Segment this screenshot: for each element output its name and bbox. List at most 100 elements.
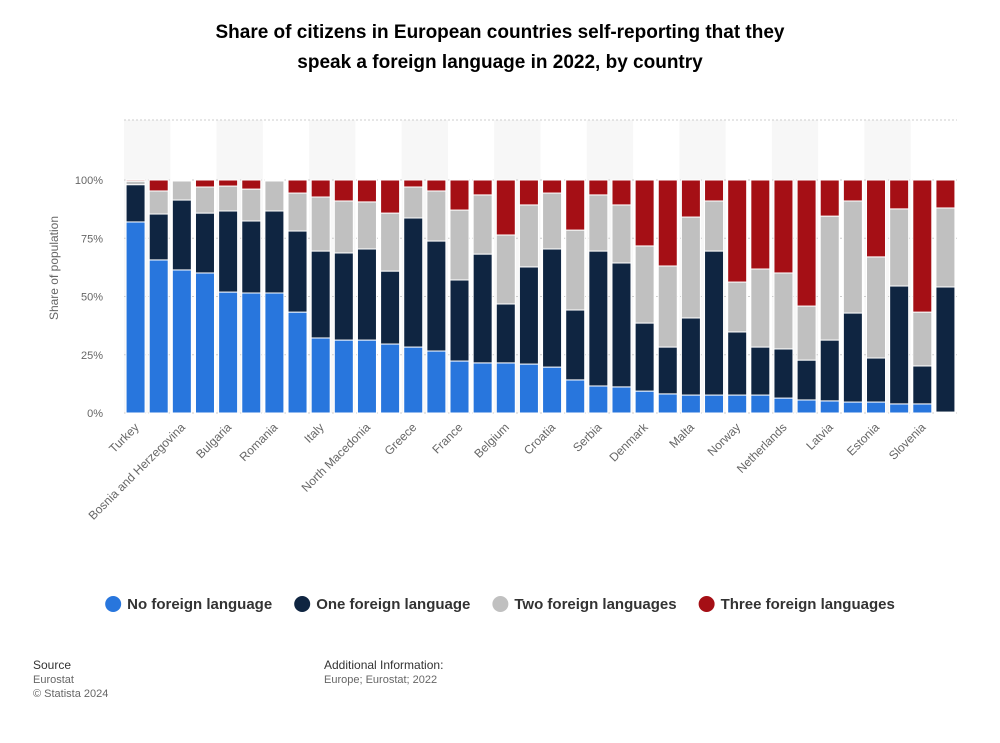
bar-segment	[866, 179, 887, 258]
bar-segment	[588, 179, 609, 196]
chart-title: Share of citizens in European countries …	[215, 22, 784, 73]
bar-segment	[472, 253, 493, 364]
bar-segment	[218, 210, 239, 293]
bar-segment	[264, 210, 285, 294]
bar-segment	[218, 185, 239, 212]
bar-segment	[935, 286, 956, 413]
bar-segment	[518, 363, 539, 414]
chart: Share of citizens in European countries …	[47, 22, 957, 613]
bar-segment	[819, 179, 840, 217]
bar-segment	[241, 220, 262, 294]
bar-segment	[449, 209, 470, 281]
bar-segment	[842, 401, 863, 414]
bar-segment	[125, 184, 146, 223]
bar-segment	[889, 285, 910, 405]
bar-segment	[588, 385, 609, 414]
x-tick-label: Italy	[301, 420, 326, 445]
bar-segment	[333, 339, 354, 414]
x-tick-label: Bulgaria	[193, 420, 234, 461]
bar-segment	[565, 179, 586, 231]
y-axis-title: Share of population	[47, 216, 61, 320]
bar-segment	[264, 292, 285, 414]
bar-segment	[796, 399, 817, 414]
bar-segment	[518, 204, 539, 268]
bar-segment	[634, 179, 655, 247]
bar-segment	[611, 204, 632, 264]
x-tick-label: Belgium	[471, 420, 512, 461]
bar-segment	[796, 179, 817, 307]
bar-segment	[704, 250, 725, 396]
bar-segment	[426, 179, 447, 192]
x-tick-label: Norway	[705, 420, 744, 459]
bar-segment	[634, 390, 655, 414]
legend-item[interactable]: One foreign language	[294, 596, 470, 613]
bar-segment	[125, 179, 146, 182]
bar-segment	[241, 292, 262, 414]
legend-label: One foreign language	[316, 596, 470, 613]
bar-segment	[356, 339, 377, 414]
bar-segment	[657, 393, 678, 414]
x-tick-label: Denmark	[606, 420, 651, 465]
bar-segment	[356, 201, 377, 250]
bar-segment	[727, 394, 748, 414]
bar-segment	[680, 317, 701, 396]
bar-segment	[680, 216, 701, 319]
bar-segment	[935, 207, 956, 288]
bar-segment	[472, 362, 493, 414]
bar-segment	[680, 179, 701, 218]
bar-segment	[148, 259, 169, 414]
bar-segment	[380, 270, 401, 345]
bar-segment	[495, 234, 516, 305]
bar-segment	[403, 186, 424, 219]
bar-segment	[819, 339, 840, 402]
bar-segment	[889, 208, 910, 287]
bar-segment	[380, 179, 401, 214]
bar-segment	[194, 186, 215, 214]
info: Europe; Eurostat; 2022	[324, 674, 438, 686]
source-label: Source	[33, 658, 72, 672]
x-tick-label: Serbia	[570, 420, 605, 455]
bar-segment	[727, 281, 748, 333]
bar-segment	[310, 337, 331, 414]
bar-segment	[773, 272, 794, 350]
bar-segment	[472, 194, 493, 255]
bar-segment	[194, 179, 215, 188]
bar-segment	[727, 179, 748, 283]
x-tick-label: Slovenia	[886, 420, 929, 463]
bar-segment	[403, 346, 424, 414]
bar-segment	[565, 309, 586, 381]
bar-segment	[333, 179, 354, 202]
x-tick-label: Malta	[666, 420, 697, 451]
bar-segment	[518, 179, 539, 206]
bar-segment	[542, 192, 563, 250]
legend-item[interactable]: Three foreign languages	[698, 596, 895, 613]
bar-segment	[171, 180, 192, 201]
bar-segment	[171, 179, 192, 182]
bar-segment	[750, 179, 771, 270]
bar-segment	[542, 366, 563, 414]
bar-segment	[565, 379, 586, 414]
bar-segment	[773, 348, 794, 399]
bar-segment	[310, 250, 331, 339]
legend-item[interactable]: Two foreign languages	[492, 596, 677, 613]
bar-segment	[657, 346, 678, 395]
source-block: Source Eurostat © Statista 2024	[33, 658, 108, 700]
x-tick-label: Greece	[382, 420, 420, 458]
x-tick-label: Latvia	[803, 420, 836, 453]
y-tick-label: 0%	[87, 408, 103, 420]
legend-label: Two foreign languages	[514, 596, 676, 613]
bar-segment	[704, 200, 725, 252]
bar-segment	[542, 179, 563, 194]
x-tick-label: France	[429, 420, 466, 457]
source: Eurostat	[33, 674, 74, 686]
bar-segment	[542, 248, 563, 368]
bar-segment	[449, 179, 470, 211]
bar-segment	[333, 252, 354, 341]
bar-segment	[287, 192, 308, 232]
legend-item[interactable]: No foreign language	[105, 596, 272, 613]
bar-segment	[819, 215, 840, 341]
bar-segment	[704, 179, 725, 202]
bar-segment	[403, 179, 424, 188]
bar-segment	[611, 386, 632, 414]
bar-segment	[680, 394, 701, 414]
